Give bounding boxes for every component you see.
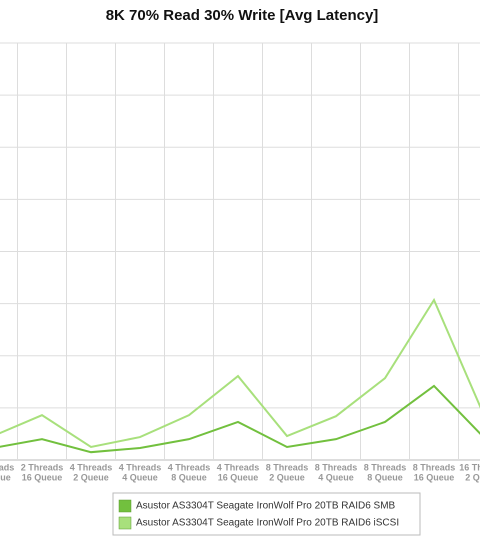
x-tick-label: 8 Threads	[266, 462, 309, 472]
x-tick-label: 8 Queue	[0, 472, 11, 482]
legend-swatch	[118, 516, 132, 530]
x-tick-label: 4 Threads	[70, 462, 113, 472]
legend-box	[112, 492, 421, 536]
x-tick-label: 8 Threads	[315, 462, 358, 472]
x-tick-label: 2 Queue	[73, 472, 109, 482]
chart-title: 8K 70% Read 30% Write [Avg Latency]	[106, 7, 379, 24]
x-tick-label: 16 Threads	[459, 462, 480, 472]
x-tick-label: 16 Queue	[218, 472, 259, 482]
x-tick-label: 8 Queue	[367, 472, 403, 482]
x-tick-label: 4 Threads	[168, 462, 211, 472]
x-tick-label: 4 Threads	[217, 462, 260, 472]
x-tick-label: 2 Queue	[465, 472, 480, 482]
x-tick-label: 2 Queue	[269, 472, 305, 482]
x-tick-label: 8 Queue	[171, 472, 207, 482]
legend-swatch	[118, 499, 132, 513]
x-tick-label: 16 Queue	[22, 472, 63, 482]
x-tick-label: 4 Queue	[122, 472, 158, 482]
legend-label: Asustor AS3304T Seagate IronWolf Pro 20T…	[136, 518, 399, 529]
x-tick-label: 4 Queue	[318, 472, 354, 482]
x-tick-label: 2 Threads	[21, 462, 64, 472]
x-tick-label: 4 Threads	[119, 462, 162, 472]
series-line	[0, 297, 480, 449]
legend-label: Asustor AS3304T Seagate IronWolf Pro 20T…	[136, 501, 396, 512]
x-tick-label: 8 Threads	[364, 462, 407, 472]
x-tick-label: 8 Threads	[413, 462, 456, 472]
series-line	[0, 384, 480, 454]
x-tick-label: 2 Threads	[0, 462, 14, 472]
x-tick-label: 16 Queue	[414, 472, 455, 482]
